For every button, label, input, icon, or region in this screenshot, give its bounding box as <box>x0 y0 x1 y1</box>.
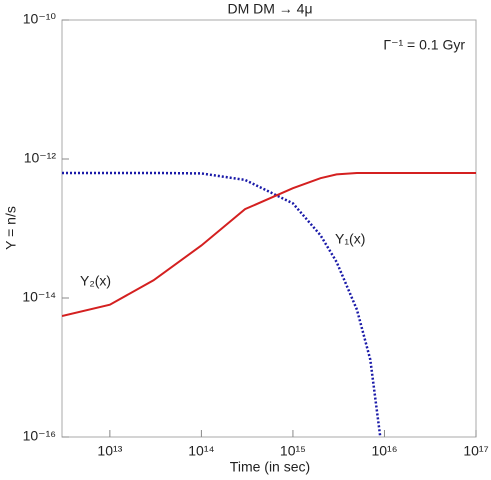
x-tick-label: 10¹⁴ <box>188 443 214 459</box>
series-label: Y₂(x) <box>80 273 111 289</box>
x-axis-label: Time (in sec) <box>230 459 310 475</box>
chart-title: DM DM → 4μ <box>227 1 312 17</box>
plot-frame <box>61 19 477 438</box>
series-label: Y₁(x) <box>335 231 365 247</box>
y-tick-label: 10⁻¹⁶ <box>23 428 56 444</box>
x-tick-label: 10¹⁵ <box>280 443 306 459</box>
x-tick-label: 10¹⁷ <box>463 443 488 459</box>
y-tick-label: 10⁻¹² <box>24 150 57 166</box>
x-tick-label: 10¹⁶ <box>371 443 397 459</box>
line-series <box>62 171 476 318</box>
x-tick-label: 10¹³ <box>97 443 122 459</box>
y-axis-label: Y = n/s <box>3 206 19 250</box>
y-tick-label: 10⁻¹⁰ <box>23 11 57 27</box>
y-tick-label: 10⁻¹⁴ <box>22 289 56 305</box>
annotation: Γ⁻¹ = 0.1 Gyr <box>383 37 465 53</box>
line-series <box>62 171 382 437</box>
